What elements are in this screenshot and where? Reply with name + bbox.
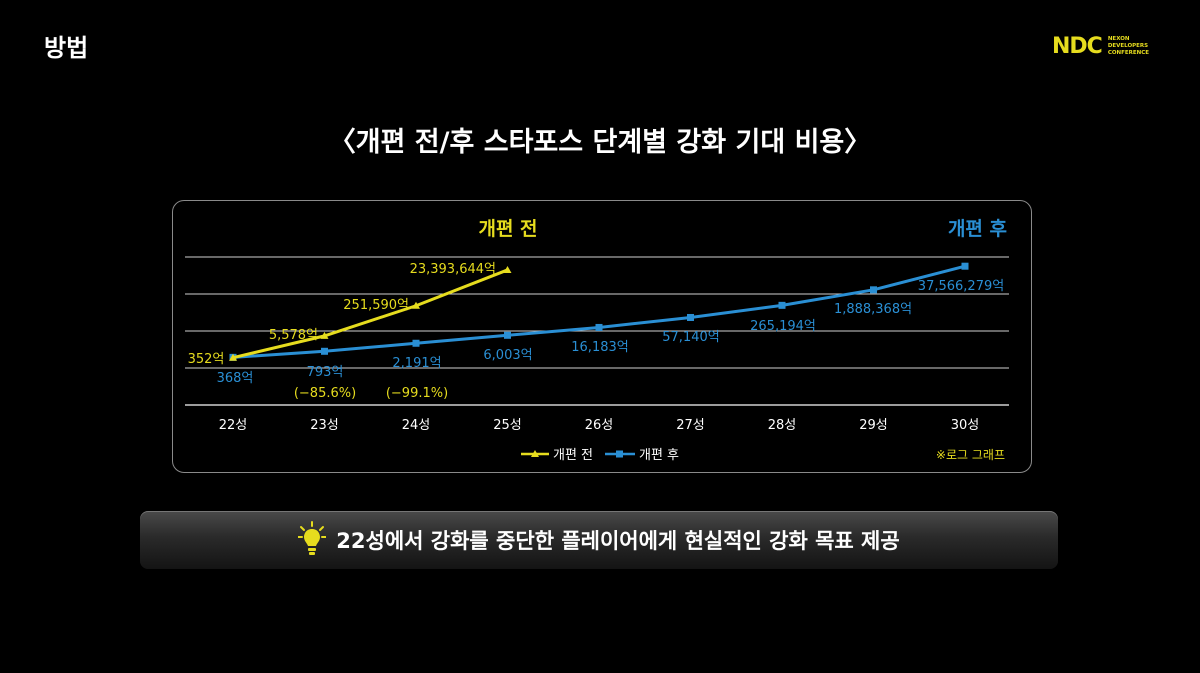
reduction-label: (−99.1%) — [386, 386, 448, 401]
data-label-after: 16,183억 — [571, 340, 628, 355]
legend-marker-before — [531, 450, 539, 457]
x-tick-label: 25성 — [493, 418, 522, 433]
point-before — [229, 353, 237, 361]
point-after — [412, 339, 420, 347]
data-label-after: 6,003억 — [483, 348, 532, 363]
chart-container: 개편 전 개편 후 22성 23성 24성 25성 26성 27성 28성 29성 30성 352억 5… — [172, 200, 1032, 473]
log-scale-note: ※로그 그래프 — [936, 448, 1005, 462]
x-tick-label: 26성 — [585, 418, 614, 433]
data-label-after: 57,140억 — [662, 330, 719, 345]
point-after — [687, 313, 694, 321]
data-label-before: 23,393,644억 — [410, 262, 496, 277]
x-tick-label: 24성 — [402, 418, 431, 433]
x-tick-label: 22성 — [219, 418, 248, 433]
logo-subtitle: NEXON DEVELOPERS CONFERENCE — [1108, 36, 1149, 57]
point-after — [321, 347, 328, 355]
reduction-label: (−85.6%) — [294, 386, 356, 401]
x-tick-label: 29성 — [859, 418, 888, 433]
ndc-logo: NDC NEXON DEVELOPERS CONFERENCE — [1052, 34, 1149, 59]
series-line-before — [232, 268, 509, 360]
page-heading: 방법 — [44, 34, 89, 62]
data-label-after: 2,191억 — [392, 356, 441, 371]
summary-banner: 22성에서 강화를 중단한 플레이어에게 현실적인 강화 목표 제공 — [140, 511, 1058, 569]
before-header-label: 개편 전 — [478, 218, 537, 240]
after-header-label: 개편 후 — [948, 218, 1007, 240]
banner-text: 22성에서 강화를 중단한 플레이어에게 현실적인 강화 목표 제공 — [336, 529, 900, 553]
slide-title: 〈개편 전/후 스타포스 단계별 강화 기대 비용〉 — [328, 127, 872, 158]
legend-marker-after — [616, 450, 623, 458]
lightbulb-icon — [298, 521, 327, 555]
logo-line-2: DEVELOPERS — [1107, 43, 1149, 49]
data-label-after: 368억 — [217, 371, 254, 386]
data-label-after: 37,566,279억 — [918, 279, 1004, 294]
x-tick-label: 28성 — [768, 418, 797, 433]
x-tick-label: 30성 — [951, 418, 980, 433]
logo-line-3: CONFERENCE — [1107, 50, 1150, 56]
data-label-before: 5,578억 — [269, 328, 318, 343]
point-after — [504, 331, 511, 339]
data-label-after: 793억 — [307, 365, 344, 380]
data-label-after: 265,194억 — [750, 319, 816, 334]
x-tick-label: 23성 — [310, 418, 339, 433]
point-before — [503, 265, 512, 273]
point-before — [412, 301, 420, 309]
data-label-before: 251,590억 — [343, 298, 409, 313]
point-after — [595, 323, 603, 331]
data-label-before: 352억 — [188, 352, 225, 367]
x-tick-label: 27성 — [676, 418, 705, 433]
logo-mark: NDC — [1052, 34, 1103, 59]
point-after — [778, 301, 786, 309]
point-after — [961, 262, 969, 270]
point-after — [870, 286, 877, 294]
logo-line-1: NEXON — [1107, 36, 1130, 42]
point-before — [320, 331, 329, 339]
data-label-after: 1,888,368억 — [834, 302, 912, 317]
legend-label-before: 개편 전 — [553, 448, 593, 463]
legend-label-after: 개편 후 — [639, 448, 679, 463]
